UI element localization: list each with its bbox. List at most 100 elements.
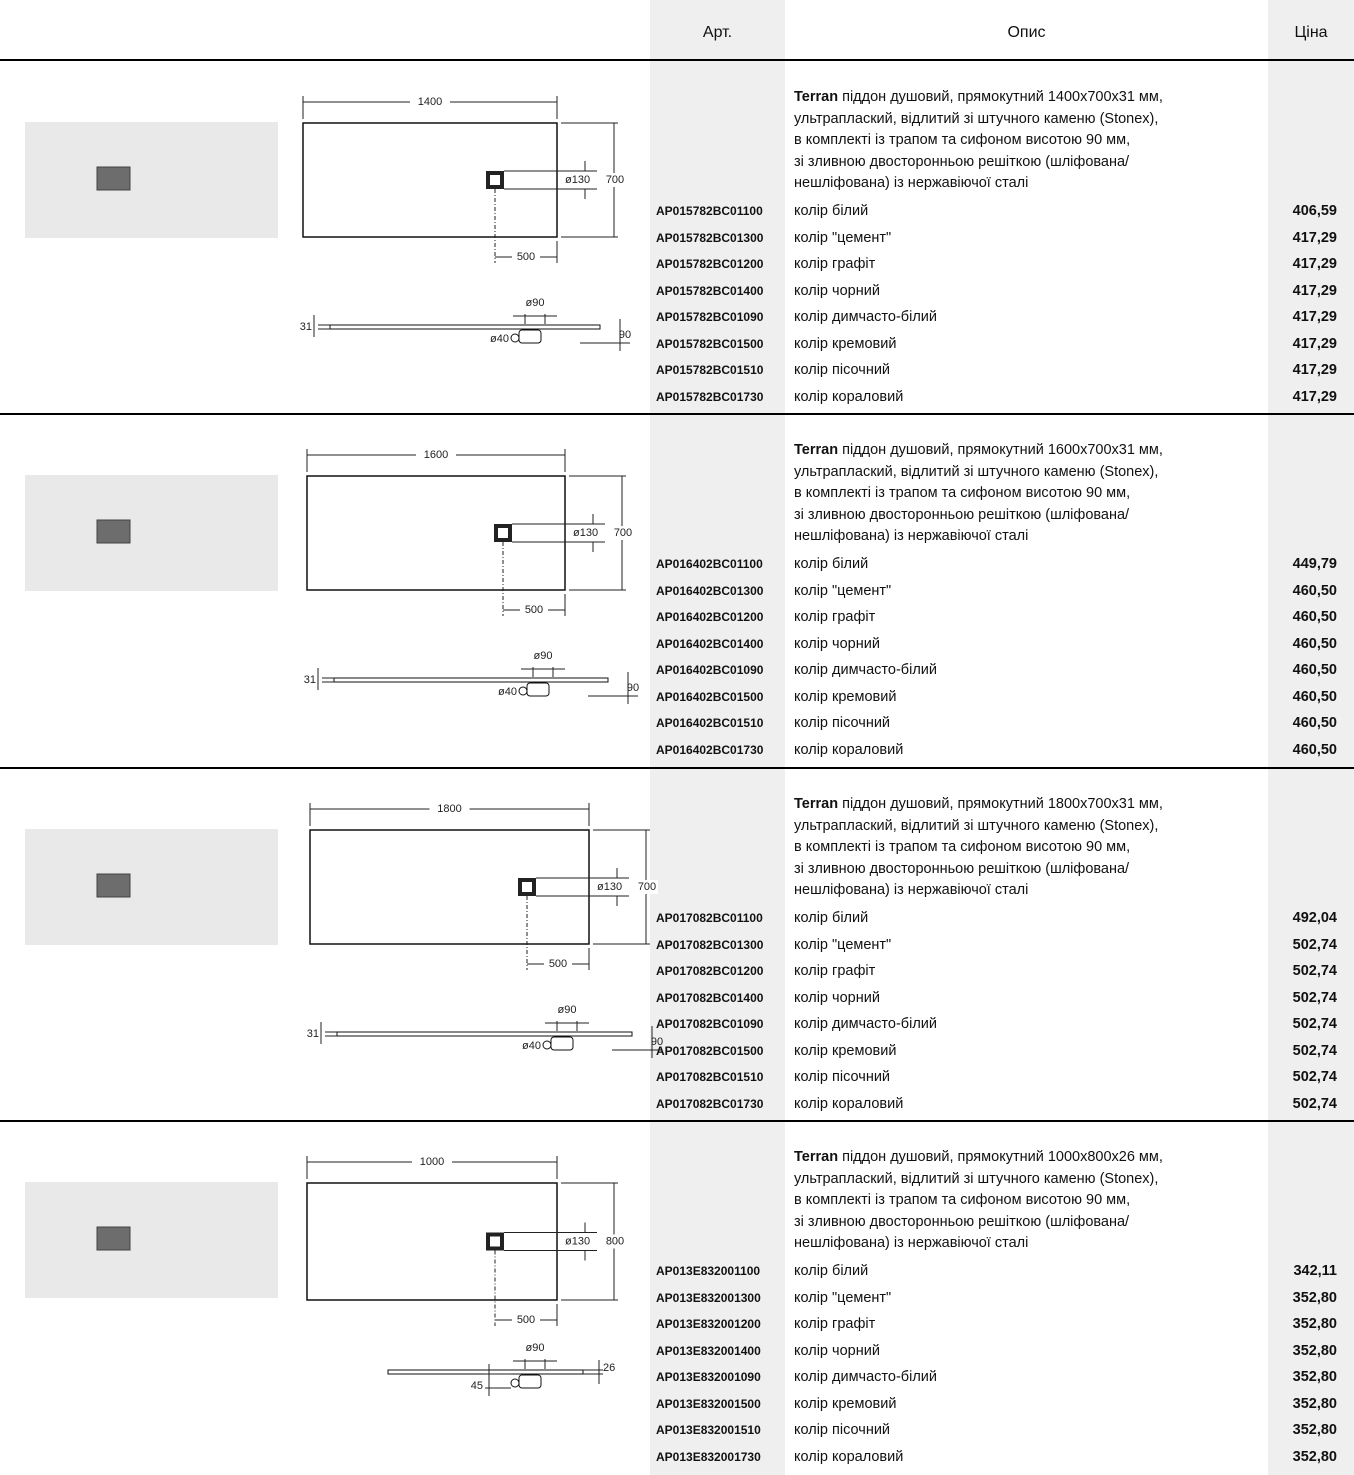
dim-length: 1600 <box>424 449 448 461</box>
label-bg <box>544 957 572 971</box>
color-name: колір графіт <box>794 608 876 625</box>
article-code: AP016402BC01300 <box>656 583 764 598</box>
plan-drain-inner <box>490 175 500 185</box>
color-name: колір графіт <box>794 1315 876 1332</box>
price: 406,59 <box>1292 202 1337 219</box>
article-code: AP015782BC01300 <box>656 230 764 245</box>
price: 502,74 <box>1292 962 1337 979</box>
price: 352,80 <box>1292 1448 1337 1465</box>
color-name: колір пісочний <box>794 361 891 378</box>
price: 417,29 <box>1292 282 1337 299</box>
description-line: ультраплаский, відлитий зі штучного каме… <box>794 818 1158 833</box>
dim-drain: ø130 <box>565 1235 590 1247</box>
article-code: AP015782BC01100 <box>656 204 763 218</box>
dim-width: 700 <box>614 527 632 539</box>
section-rule <box>0 1120 1354 1122</box>
label-bg <box>412 1155 452 1169</box>
dim-offset: 500 <box>525 604 543 616</box>
siphon-outlet <box>518 686 528 696</box>
dim-height: 31 <box>300 321 312 333</box>
dim-height: 31 <box>307 1028 319 1040</box>
color-name: колір білий <box>794 202 869 219</box>
dim-width: 700 <box>606 174 624 186</box>
description-line: ультраплаский, відлитий зі штучного каме… <box>794 111 1158 126</box>
siphon <box>550 1036 574 1051</box>
dim-siphon: 90 <box>619 329 631 341</box>
description-line: зі зливною двосторонньою решіткою (шліфо… <box>794 1214 1129 1229</box>
price-column-bg <box>1268 0 1354 1475</box>
price: 460,50 <box>1292 661 1337 678</box>
description-text: нешліфована) із нержавіючої сталі <box>794 1234 1029 1251</box>
article-code: AP015782BC01200 <box>656 257 764 271</box>
article-code: AP017082BC01090 <box>656 1017 764 1031</box>
dim-length: 1000 <box>420 1156 444 1168</box>
label-bg <box>604 173 626 187</box>
dim-length: 1400 <box>418 96 442 108</box>
description-line: ультраплаский, відлитий зі штучного каме… <box>794 464 1158 479</box>
article-code: AP016402BC01510 <box>656 716 764 730</box>
article-code: AP015782BC01510 <box>656 363 764 377</box>
color-name: колір димчасто-білий <box>794 1015 937 1032</box>
label-bg <box>410 95 450 109</box>
price: 352,80 <box>1292 1421 1337 1438</box>
dim-drain: ø130 <box>565 174 590 186</box>
article-code: AP017082BC01300 <box>656 937 764 952</box>
dim-grate: ø90 <box>526 1342 545 1354</box>
color-name: колір "цемент" <box>794 1289 892 1306</box>
description-text: піддон душовий, прямокутний 1800x700x31 … <box>842 795 1163 812</box>
description-line: нешліфована) із нержавіючої сталі <box>794 176 1028 191</box>
article-code: AP015782BC01730 <box>656 389 764 404</box>
dim-offset: 500 <box>517 251 535 263</box>
color-name: колір білий <box>794 1262 869 1279</box>
dim-outlet: ø40 <box>490 333 509 345</box>
label-bg <box>429 802 470 816</box>
price: 460,50 <box>1292 688 1337 705</box>
product-name: Terran <box>794 441 839 458</box>
article-code: AP013E832001510 <box>656 1423 761 1437</box>
description-text: піддон душовий, прямокутний 1600x700x31 … <box>842 441 1163 458</box>
color-name: колір чорний <box>794 282 880 299</box>
price: 417,29 <box>1292 229 1337 246</box>
price: 417,29 <box>1292 308 1337 325</box>
price: 460,50 <box>1292 741 1337 758</box>
description-line: нешліфована) із нержавіючої сталі <box>794 883 1028 898</box>
description-line: Terran піддон душовий, прямокутний 1000x… <box>794 1150 1163 1165</box>
dim-width: 800 <box>606 1235 624 1247</box>
description-text: в комплекті із трапом та сифоном висотою… <box>794 484 1131 501</box>
plan-drain-inner <box>498 528 508 538</box>
description-line: в комплекті із трапом та сифоном висотою… <box>794 133 1130 148</box>
price: 417,29 <box>1292 361 1337 378</box>
art-column-bg <box>650 0 785 1475</box>
color-name: колір кремовий <box>794 1042 897 1059</box>
article-code: AP017082BC01730 <box>656 1096 764 1111</box>
dim-siphon: 90 <box>651 1036 663 1048</box>
label-bg <box>512 1313 540 1327</box>
plan-outline <box>306 475 566 591</box>
dim-outlet: ø40 <box>498 686 517 698</box>
color-name: колір чорний <box>794 635 880 652</box>
article-code: AP013E832001200 <box>656 1317 761 1331</box>
siphon <box>526 682 550 697</box>
description-line: нешліфована) із нержавіючої сталі <box>794 1236 1028 1251</box>
article-code: AP013E832001730 <box>656 1449 761 1464</box>
siphon-outlet <box>510 333 520 343</box>
header-price: Ціна <box>1294 24 1328 41</box>
description-text: в комплекті із трапом та сифоном висотою… <box>794 131 1131 148</box>
color-name: колір білий <box>794 555 869 572</box>
price: 502,74 <box>1292 1095 1337 1112</box>
description-text: в комплекті із трапом та сифоном висотою… <box>794 838 1131 855</box>
color-name: колір "цемент" <box>794 229 892 246</box>
description-line: ультраплаский, відлитий зі штучного каме… <box>794 1171 1158 1186</box>
article-code: AP017082BC01500 <box>656 1043 764 1058</box>
description-line: Terran піддон душовий, прямокутний 1600x… <box>794 443 1163 458</box>
plan-drain-inner <box>490 1236 500 1247</box>
price: 492,04 <box>1292 909 1337 926</box>
photo-drain <box>96 166 131 191</box>
description-text: ультраплаский, відлитий зі штучного каме… <box>794 463 1159 480</box>
price: 449,79 <box>1292 555 1337 572</box>
price: 460,50 <box>1292 714 1337 731</box>
label-bg <box>636 880 658 894</box>
article-code: AP013E832001300 <box>656 1290 761 1305</box>
product-name: Terran <box>794 1148 839 1165</box>
dim-offset: 500 <box>549 958 567 970</box>
